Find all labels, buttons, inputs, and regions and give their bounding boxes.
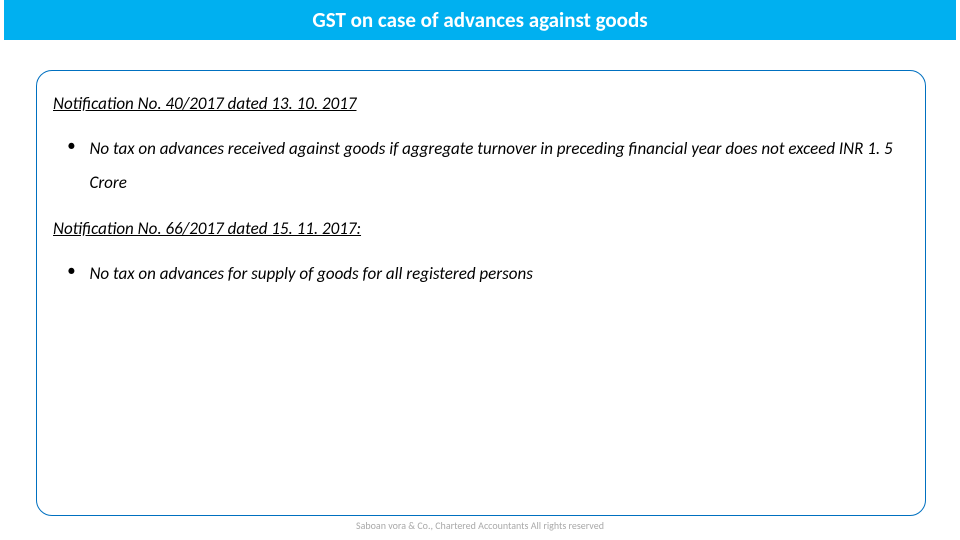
bullet-dot-icon: •	[67, 257, 75, 284]
bullet-dot-icon: •	[67, 132, 75, 159]
content-box: Notification No. 40/2017 dated 13. 10. 2…	[36, 70, 926, 516]
bullet-row-1: • No tax on advances received against go…	[67, 132, 909, 200]
slide: GST on case of advances against goods No…	[0, 0, 960, 540]
notification-heading-2: Notification No. 66/2017 dated 15. 11. 2…	[53, 218, 909, 239]
footer-text: Saboan vora & Co., Chartered Accountants…	[0, 519, 960, 532]
slide-title: GST on case of advances against goods	[312, 7, 647, 33]
bullet-text-2: No tax on advances for supply of goods f…	[89, 257, 909, 291]
title-bar: GST on case of advances against goods	[4, 0, 956, 40]
bullet-text-1: No tax on advances received against good…	[89, 132, 909, 200]
bullet-row-2: • No tax on advances for supply of goods…	[67, 257, 909, 291]
notification-heading-1: Notification No. 40/2017 dated 13. 10. 2…	[53, 93, 909, 114]
